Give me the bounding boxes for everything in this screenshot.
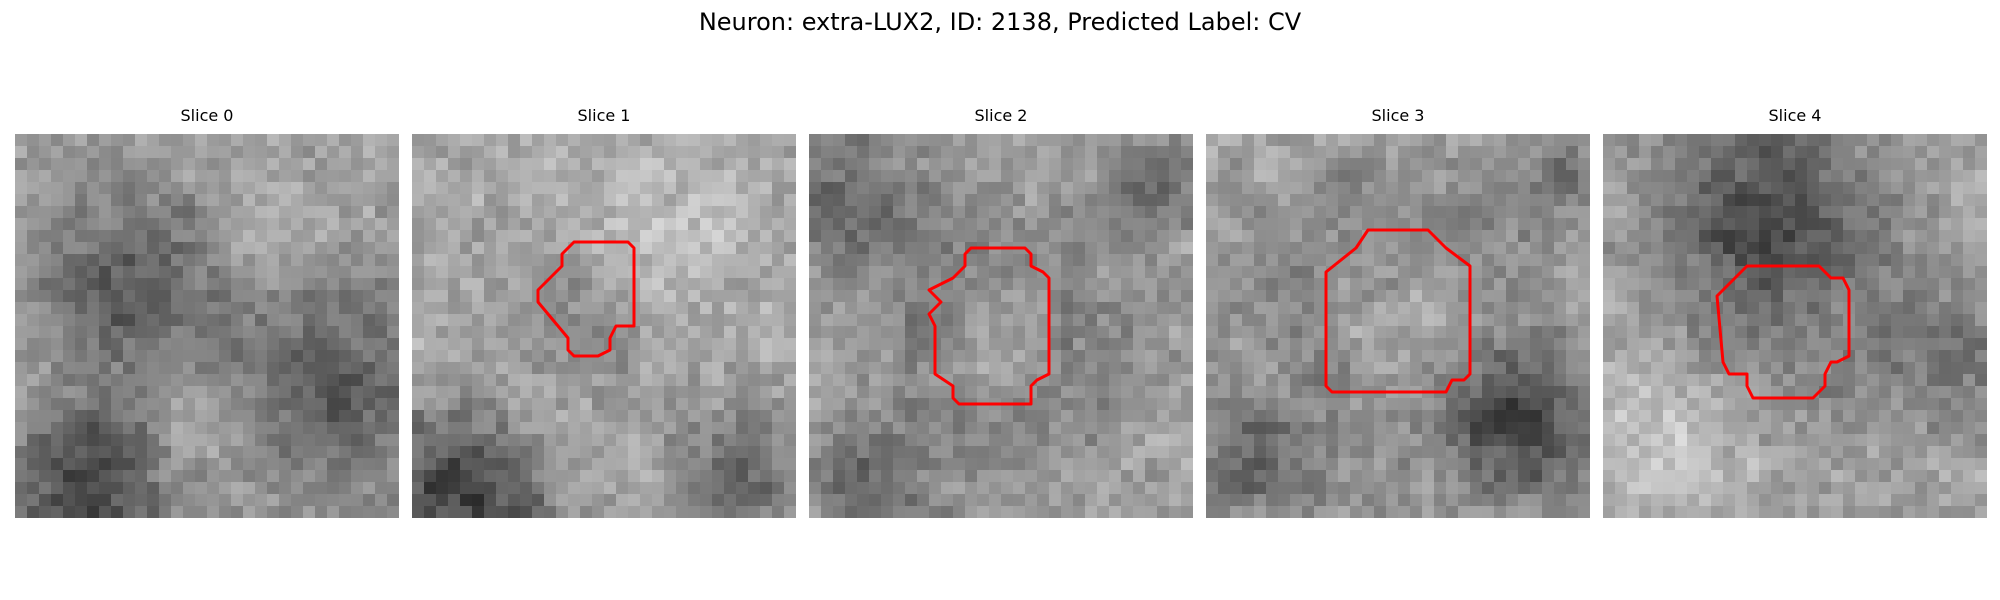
slice-panel: Slice 3 (1206, 105, 1590, 518)
panel-title: Slice 1 (412, 105, 796, 127)
slice-image (1603, 134, 1987, 518)
slice-panel: Slice 2 (809, 105, 1193, 518)
slice-panel: Slice 1 (412, 105, 796, 518)
slice-panel: Slice 0 (15, 105, 399, 518)
panel-title: Slice 4 (1603, 105, 1987, 127)
slice-panel: Slice 4 (1603, 105, 1987, 518)
slice-image (1206, 134, 1590, 518)
slice-image (412, 134, 796, 518)
panel-title: Slice 2 (809, 105, 1193, 127)
panel-title: Slice 0 (15, 105, 399, 127)
slice-image (809, 134, 1193, 518)
panel-title: Slice 3 (1206, 105, 1590, 127)
figure-title: Neuron: extra-LUX2, ID: 2138, Predicted … (0, 6, 2000, 38)
slice-image (15, 134, 399, 518)
